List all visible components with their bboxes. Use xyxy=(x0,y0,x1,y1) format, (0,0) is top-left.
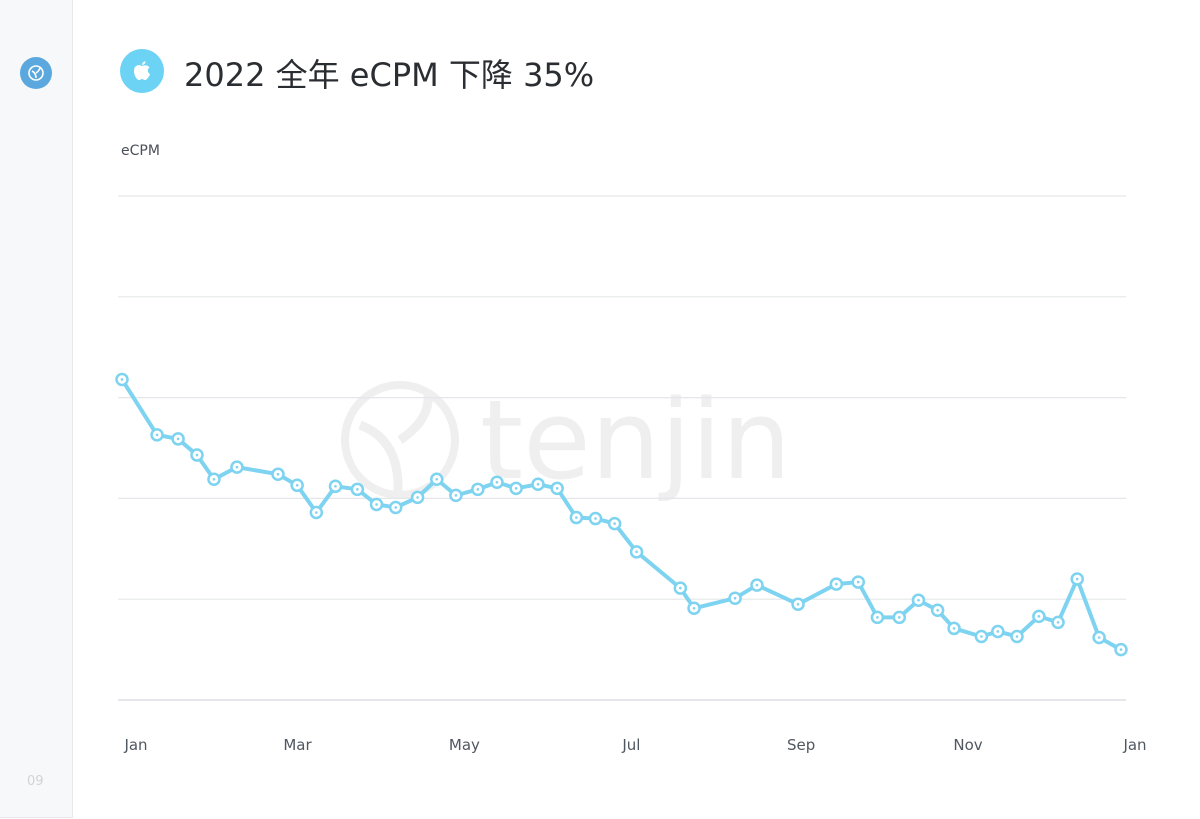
data-point-center xyxy=(195,453,199,457)
tenjin-watermark: tenjin xyxy=(341,376,791,504)
x-tick-label: Nov xyxy=(953,736,982,754)
data-point-center xyxy=(796,602,800,606)
data-point-center xyxy=(952,627,956,630)
data-point-center xyxy=(334,485,337,488)
data-point-center xyxy=(1015,635,1019,638)
data-point-center xyxy=(120,378,124,381)
data-point-center xyxy=(536,482,540,486)
data-point-center xyxy=(375,503,378,506)
data-point-center xyxy=(356,488,359,491)
data-point-center xyxy=(936,608,939,612)
data-point-center xyxy=(835,582,838,586)
data-point-center xyxy=(856,580,860,584)
data-point-center xyxy=(996,630,1000,633)
sidebar: 09 xyxy=(0,0,73,818)
data-point-center xyxy=(435,477,439,481)
data-point-center xyxy=(394,506,397,509)
page-number: 09 xyxy=(27,774,44,789)
data-point-center xyxy=(575,516,578,519)
page-title: 2022 全年 eCPM 下降 35% xyxy=(184,56,595,94)
data-point-center xyxy=(1056,621,1060,624)
x-tick-label: Jan xyxy=(123,736,147,754)
data-point-center xyxy=(898,616,901,619)
data-point-center xyxy=(514,487,518,490)
data-point-center xyxy=(155,433,159,437)
data-point-center xyxy=(876,616,879,619)
data-point-center xyxy=(980,635,983,638)
data-point-center xyxy=(733,596,737,600)
data-point-center xyxy=(917,598,920,602)
data-point-center xyxy=(212,477,216,481)
data-point-center xyxy=(176,437,180,441)
y-axis-label: eCPM xyxy=(121,143,160,159)
tenjin-logo-icon xyxy=(20,57,52,89)
x-tick-label: Sep xyxy=(787,736,815,754)
data-point-center xyxy=(1097,636,1101,639)
x-tick-label: Jan xyxy=(1122,736,1146,754)
data-point-center xyxy=(315,511,318,514)
data-point-center xyxy=(476,488,480,491)
data-point-center xyxy=(594,517,597,520)
data-point-center xyxy=(1075,577,1079,581)
data-point-center xyxy=(635,550,638,554)
data-point-center xyxy=(679,586,682,590)
data-point-center xyxy=(1037,615,1041,618)
data-point-center xyxy=(692,606,696,610)
data-point-center xyxy=(555,487,559,490)
data-point-center xyxy=(454,494,458,497)
data-point-center xyxy=(416,496,419,499)
data-point-center xyxy=(755,583,759,587)
x-tick-label: Jul xyxy=(621,736,640,754)
data-point-center xyxy=(235,465,239,469)
data-point-center xyxy=(295,483,299,487)
data-point-center xyxy=(276,472,280,476)
data-point-center xyxy=(1119,648,1123,651)
x-tick-label: Mar xyxy=(283,736,312,754)
apple-icon xyxy=(120,49,164,93)
data-point-center xyxy=(495,480,499,484)
x-tick-label: May xyxy=(449,736,480,754)
data-point-center xyxy=(613,522,616,525)
